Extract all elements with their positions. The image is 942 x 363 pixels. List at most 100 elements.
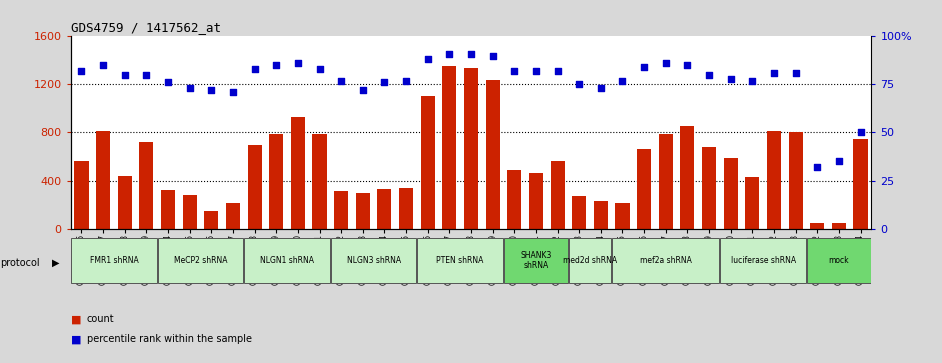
Bar (788, 132, 803, 229)
Text: NLGN3 shRNA: NLGN3 shRNA (347, 256, 400, 265)
Bar (464, 68, 478, 229)
Point (420, 57, 435, 62)
Point (203, 87, 219, 93)
Bar (118, 176, 132, 229)
Bar (486, 79, 499, 229)
Bar (569, 238, 611, 282)
Bar (183, 195, 197, 229)
Bar (721, 238, 806, 282)
Point (247, 66, 262, 72)
Bar (658, 134, 673, 229)
Point (398, 78, 414, 83)
Point (702, 72, 717, 78)
Point (377, 79, 392, 85)
Point (550, 68, 565, 74)
Point (355, 87, 370, 93)
Bar (443, 66, 456, 229)
Text: med2d shRNA: med2d shRNA (563, 256, 617, 265)
Text: SHANK3
shRNA: SHANK3 shRNA (520, 251, 552, 270)
Point (507, 68, 522, 74)
Bar (74, 161, 89, 229)
Bar (226, 203, 240, 229)
Bar (593, 201, 608, 229)
Bar (313, 134, 327, 229)
Point (853, 130, 869, 135)
Bar (680, 126, 694, 229)
Text: mock: mock (829, 256, 849, 265)
Bar (421, 97, 435, 229)
Bar (291, 117, 305, 229)
Point (680, 62, 695, 68)
Bar (767, 131, 781, 229)
Text: GDS4759 / 1417562_at: GDS4759 / 1417562_at (71, 21, 220, 34)
Bar (615, 203, 629, 229)
Bar (745, 177, 759, 229)
Bar (853, 139, 868, 229)
Bar (161, 190, 175, 229)
Text: ■: ■ (71, 334, 81, 344)
Bar (334, 191, 349, 229)
Point (572, 82, 587, 87)
Bar (832, 223, 846, 229)
Point (637, 64, 652, 70)
Point (442, 51, 457, 57)
Point (312, 66, 327, 72)
Point (117, 72, 132, 78)
Bar (96, 131, 110, 229)
Bar (507, 170, 521, 229)
Bar (248, 144, 262, 229)
Point (832, 158, 847, 164)
Bar (702, 147, 716, 229)
Text: count: count (87, 314, 114, 325)
Bar (139, 142, 154, 229)
Bar (637, 149, 651, 229)
Point (528, 68, 544, 74)
Bar (399, 188, 414, 229)
Text: luciferase shRNA: luciferase shRNA (731, 256, 796, 265)
Point (723, 76, 739, 82)
Bar (417, 238, 503, 282)
Point (810, 164, 825, 170)
Point (463, 51, 479, 57)
Point (485, 53, 500, 58)
Bar (723, 158, 738, 229)
Bar (550, 161, 564, 229)
Point (615, 78, 630, 83)
Point (95, 62, 110, 68)
Point (138, 72, 154, 78)
Point (268, 62, 284, 68)
Text: FMR1 shRNA: FMR1 shRNA (89, 256, 138, 265)
Bar (528, 174, 543, 229)
Bar (612, 238, 720, 282)
Point (745, 78, 760, 83)
Text: PTEN shRNA: PTEN shRNA (436, 256, 484, 265)
Point (182, 85, 197, 91)
Point (160, 79, 175, 85)
Text: percentile rank within the sample: percentile rank within the sample (87, 334, 252, 344)
Text: ■: ■ (71, 314, 81, 325)
Bar (204, 211, 219, 229)
Text: MeCP2 shRNA: MeCP2 shRNA (173, 256, 227, 265)
Bar (810, 223, 824, 229)
Point (290, 60, 305, 66)
Bar (504, 238, 568, 282)
Text: ▶: ▶ (52, 258, 59, 268)
Text: NLGN1 shRNA: NLGN1 shRNA (260, 256, 314, 265)
Bar (269, 134, 284, 229)
Bar (71, 238, 156, 282)
Point (73, 68, 89, 74)
Bar (572, 196, 586, 229)
Point (225, 89, 240, 95)
Point (593, 85, 609, 91)
Text: mef2a shRNA: mef2a shRNA (640, 256, 691, 265)
Bar (807, 238, 871, 282)
Text: protocol: protocol (0, 258, 40, 268)
Point (788, 70, 804, 76)
Point (767, 70, 782, 76)
Bar (331, 238, 416, 282)
Bar (157, 238, 243, 282)
Point (658, 60, 674, 66)
Point (333, 78, 349, 83)
Bar (356, 193, 370, 229)
Bar (244, 238, 330, 282)
